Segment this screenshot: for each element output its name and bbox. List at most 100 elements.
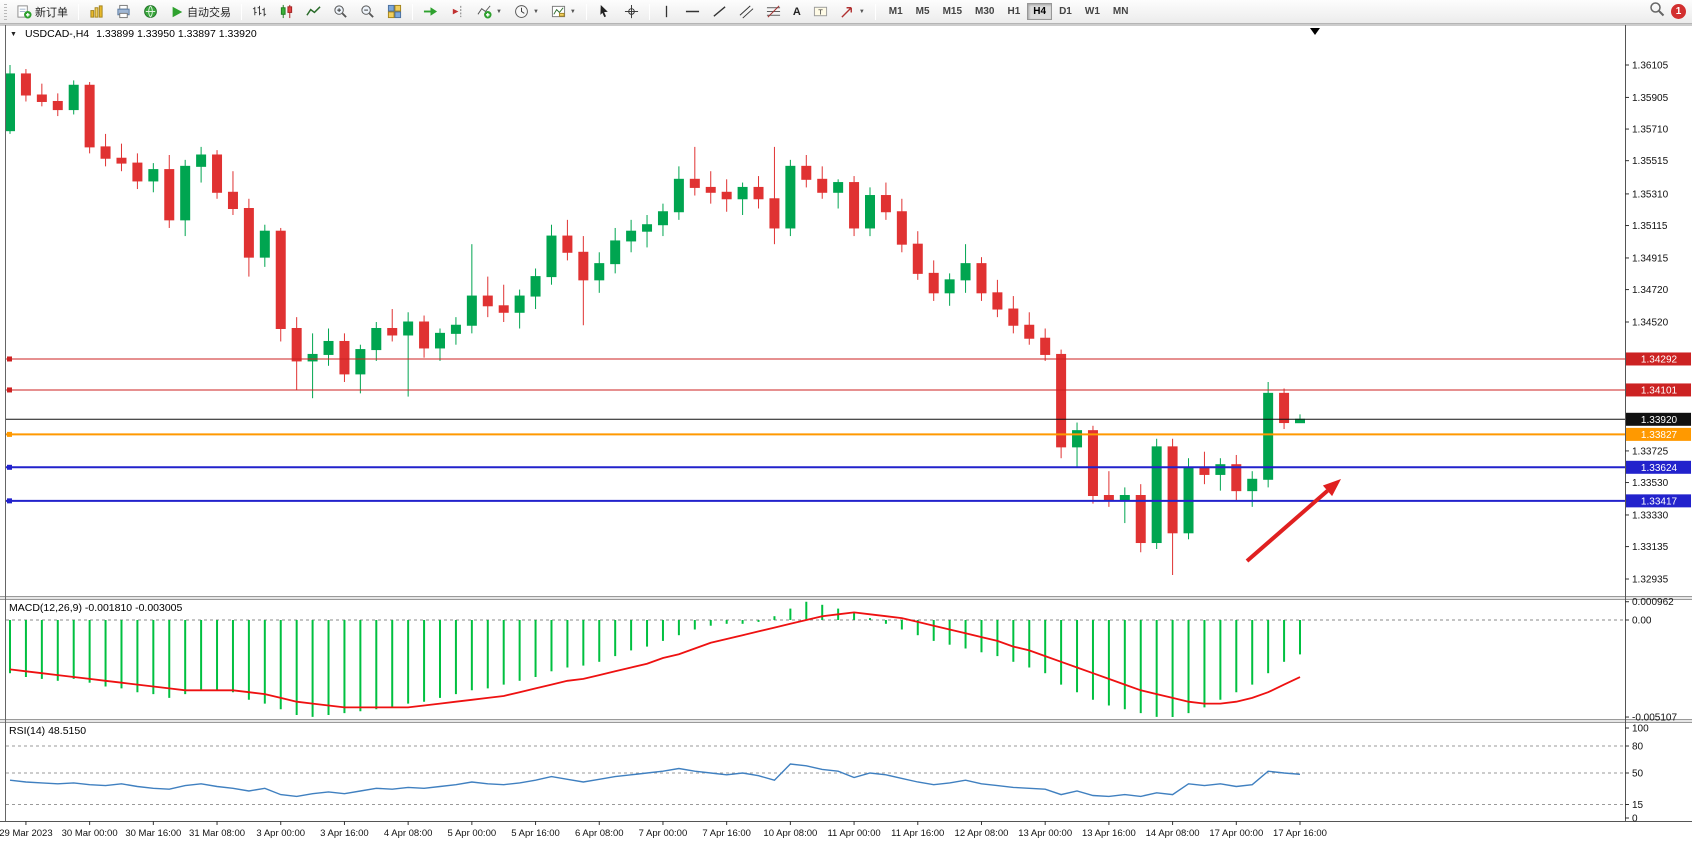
cursor-button[interactable] — [592, 2, 617, 22]
channel-button[interactable] — [734, 2, 759, 22]
trendline-icon — [712, 4, 727, 19]
vertical-line-button[interactable] — [655, 2, 678, 22]
price-axis-label: 1.33530 — [1632, 478, 1669, 489]
rsi-axis: 100 80 50 15 0 — [1625, 724, 1649, 825]
notification-badge[interactable]: 1 — [1671, 4, 1686, 19]
time-axis-label: 3 Apr 16:00 — [320, 828, 369, 839]
horizontal-line-button[interactable] — [680, 2, 705, 22]
auto-scroll-icon — [423, 4, 438, 19]
auto-scroll-button[interactable] — [418, 2, 443, 22]
templates-button[interactable]: ▼ — [546, 2, 581, 22]
price-axis-label: 1.34520 — [1632, 318, 1669, 329]
price-axis-label: 1.33725 — [1632, 446, 1669, 457]
line-handle — [7, 498, 12, 504]
svg-text:1.33920: 1.33920 — [1641, 415, 1678, 426]
toolbar-separator — [412, 3, 413, 20]
timeframe-h4[interactable]: H4 — [1027, 3, 1053, 20]
shapes-button[interactable]: ▼ — [835, 2, 870, 22]
chart-shift-button[interactable] — [445, 2, 470, 22]
price-line-1.33624[interactable] — [6, 464, 1625, 470]
svg-text:1.33827: 1.33827 — [1641, 430, 1678, 441]
price-axis-label: 1.35310 — [1632, 189, 1669, 200]
price-axis-label: 1.34720 — [1632, 285, 1669, 296]
rsi-axis-label: 100 — [1632, 724, 1649, 735]
line-chart-icon — [306, 4, 321, 19]
toolbar-grip[interactable] — [4, 3, 7, 20]
crosshair-icon — [624, 4, 639, 19]
toolbar-separator — [874, 3, 876, 20]
timeframe-m5[interactable]: M5 — [910, 3, 936, 20]
zoom-out-button[interactable] — [355, 2, 380, 22]
new-order-button[interactable]: 新订单 — [12, 2, 73, 22]
templates-icon — [551, 4, 566, 19]
new-chart-button[interactable] — [84, 2, 109, 22]
chart-canvas[interactable]: 1.36105 1.35905 1.35710 1.35515 1.35310 1.351… — [0, 24, 1692, 846]
new-order-icon — [17, 4, 32, 19]
time-axis-label: 7 Apr 16:00 — [702, 828, 751, 839]
timeframe-m30[interactable]: M30 — [969, 3, 1000, 20]
price-axis-label: 1.35115 — [1632, 221, 1668, 232]
search-icon[interactable] — [1649, 1, 1665, 22]
label-button[interactable]: T — [808, 2, 833, 22]
panel-splitter[interactable] — [0, 596, 1692, 600]
candlestick-chart-button[interactable] — [274, 2, 299, 22]
chevron-down-icon: ▼ — [569, 8, 576, 15]
time-axis-label: 11 Apr 16:00 — [891, 828, 944, 839]
horizontal-line-icon — [685, 4, 700, 19]
timeframe-d1[interactable]: D1 — [1053, 3, 1078, 20]
indicators-icon — [477, 4, 492, 19]
timeframe-mn[interactable]: MN — [1107, 3, 1135, 20]
timeframe-w1[interactable]: W1 — [1079, 3, 1106, 20]
price-axis-label: 1.34915 — [1632, 253, 1669, 264]
rsi-axis-label: 80 — [1632, 742, 1644, 753]
trendline-button[interactable] — [707, 2, 732, 22]
price-line-1.34101[interactable] — [6, 387, 1625, 393]
zoom-in-button[interactable] — [328, 2, 353, 22]
panel-splitter[interactable] — [0, 719, 1692, 723]
price-badge-1.34292: 1.34292 — [1626, 352, 1691, 366]
toolbar-separator — [78, 3, 79, 20]
toolbar-right: 1 — [1649, 1, 1688, 22]
time-axis-label: 13 Apr 00:00 — [1018, 828, 1072, 839]
fibonacci-icon — [766, 4, 781, 19]
rsi-line — [9, 763, 1301, 798]
svg-text:T: T — [818, 7, 823, 16]
zoom-out-icon — [360, 4, 375, 19]
time-axis-label: 30 Mar 00:00 — [62, 828, 118, 839]
tile-windows-button[interactable] — [382, 2, 407, 22]
indicators-button[interactable]: ▼ — [472, 2, 507, 22]
auto-trading-label: 自动交易 — [187, 6, 231, 19]
time-axis-label: 6 Apr 08:00 — [575, 828, 624, 839]
timeframe-m1[interactable]: M1 — [883, 3, 909, 20]
timeframe-m15[interactable]: M15 — [937, 3, 968, 20]
auto-trading-icon — [170, 5, 184, 19]
price-axis-label: 1.36105 — [1632, 61, 1669, 72]
text-button[interactable]: A — [788, 2, 806, 22]
candlestick-chart-icon — [279, 4, 294, 19]
periods-button[interactable]: ▼ — [509, 2, 544, 22]
community-button[interactable] — [138, 2, 163, 22]
timeframe-h1[interactable]: H1 — [1001, 3, 1026, 20]
macd-axis-label: 0.00 — [1632, 616, 1652, 627]
time-axis-label: 12 Apr 08:00 — [955, 828, 1009, 839]
rsi-axis-label: 15 — [1632, 800, 1644, 811]
bar-chart-button[interactable] — [247, 2, 272, 22]
chart-window[interactable]: 1.36105 1.35905 1.35710 1.35515 1.35310 1.351… — [0, 24, 1692, 846]
auto-trading-button[interactable]: 自动交易 — [165, 2, 236, 22]
timeframe-group: M1 M5 M15 M30 H1 H4 D1 W1 MN — [883, 3, 1135, 20]
crosshair-button[interactable] — [619, 2, 644, 22]
time-axis-label: 3 Apr 00:00 — [256, 828, 305, 839]
price-line-1.34292[interactable] — [6, 356, 1625, 362]
print-button[interactable] — [111, 2, 136, 22]
trend-arrow[interactable] — [1245, 479, 1341, 563]
fibonacci-button[interactable] — [761, 2, 786, 22]
time-axis-label: 17 Apr 16:00 — [1273, 828, 1327, 839]
price-line-1.33417[interactable] — [6, 498, 1625, 504]
price-axis-label: 1.35905 — [1632, 93, 1669, 104]
print-icon — [116, 4, 131, 19]
price-line-1.33827[interactable] — [6, 431, 1625, 437]
chart-shift-marker[interactable] — [1310, 28, 1320, 35]
line-chart-button[interactable] — [301, 2, 326, 22]
community-icon — [143, 4, 158, 19]
price-axis-label: 1.33135 — [1632, 542, 1669, 553]
